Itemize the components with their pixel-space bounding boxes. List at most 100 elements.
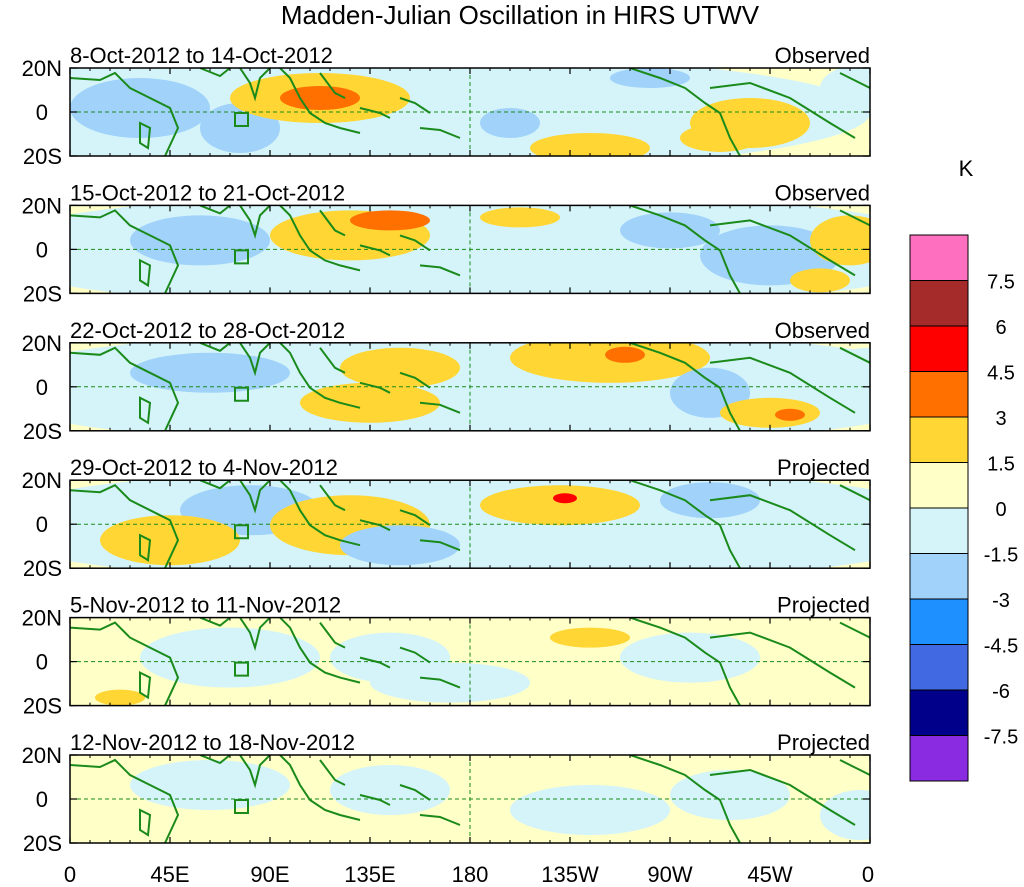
y-tick-label: 20N bbox=[22, 743, 62, 768]
panel-period-label: 22-Oct-2012 to 28-Oct-2012 bbox=[70, 318, 345, 343]
coastline bbox=[199, 342, 271, 377]
anomaly-region bbox=[480, 207, 560, 228]
anomaly-region bbox=[680, 124, 760, 152]
y-tick-label: 20N bbox=[22, 193, 62, 218]
colorbar-label: 3 bbox=[995, 408, 1006, 430]
panel-period-label: 15-Oct-2012 to 21-Oct-2012 bbox=[70, 180, 345, 205]
anomaly-region bbox=[775, 408, 805, 421]
coastline bbox=[629, 68, 870, 156]
y-tick-label: 0 bbox=[36, 787, 48, 812]
coastline bbox=[139, 808, 152, 837]
colorbar-label: 4.5 bbox=[987, 363, 1015, 385]
anomaly-region bbox=[70, 342, 870, 431]
map-panel: 5-Nov-2012 to 11-Nov-2012 Projected 20N 0 20… bbox=[22, 593, 871, 719]
x-tick-label: 135W bbox=[541, 862, 599, 887]
coastline bbox=[234, 524, 249, 540]
anomaly-region bbox=[720, 510, 820, 561]
anomaly-region bbox=[620, 632, 760, 683]
colorbar-swatch bbox=[909, 462, 969, 509]
anomaly-region bbox=[100, 515, 240, 566]
coastline bbox=[279, 755, 461, 826]
coastline bbox=[629, 755, 870, 843]
longitude-axis: 0 45E 90E 135E 180 135W 90W 45W 0 bbox=[64, 862, 874, 887]
y-tick-label: 0 bbox=[36, 375, 48, 400]
anomaly-region bbox=[510, 785, 670, 835]
coastline bbox=[139, 121, 152, 150]
colorbar-label: -3 bbox=[992, 590, 1010, 612]
anomaly-region bbox=[130, 760, 290, 810]
coastline bbox=[199, 755, 271, 789]
anomaly-region bbox=[553, 493, 577, 504]
colorbar-swatch bbox=[909, 371, 969, 418]
x-tick-label: 90E bbox=[250, 862, 289, 887]
x-tick-label: 0 bbox=[64, 862, 76, 887]
coastline bbox=[279, 68, 461, 139]
y-tick-label: 20N bbox=[22, 606, 62, 631]
colorbar-units: K bbox=[959, 156, 974, 181]
anomaly-region bbox=[810, 215, 870, 266]
coastline bbox=[70, 483, 180, 569]
anomaly-region bbox=[480, 108, 540, 138]
y-tick-label: 0 bbox=[36, 650, 48, 675]
coastline bbox=[70, 71, 180, 156]
colorbar-label: 1.5 bbox=[987, 454, 1015, 476]
colorbar-swatch bbox=[909, 234, 969, 281]
colorbar: K 7.5 6 4.5 3 1.5 0 -1.5 -3 -4.5 -6 -7.5 bbox=[909, 156, 1018, 782]
panel-status-label: Projected bbox=[777, 730, 870, 755]
coastline bbox=[70, 758, 180, 843]
coastline bbox=[279, 342, 461, 414]
colorbar-label: -4.5 bbox=[984, 636, 1018, 658]
coastline bbox=[629, 617, 870, 706]
colorbar-swatch bbox=[909, 644, 969, 691]
anomaly-region bbox=[95, 689, 145, 706]
y-tick-label: 20N bbox=[22, 468, 62, 493]
y-tick-label: 20S bbox=[23, 144, 62, 169]
coastline bbox=[70, 621, 180, 706]
colorbar-label: -1.5 bbox=[984, 545, 1018, 567]
anomaly-region bbox=[340, 347, 460, 388]
map-panel: 15-Oct-2012 to 21-Oct-2012 Observed 20N 0 20… bbox=[22, 180, 871, 306]
anomaly-region bbox=[820, 68, 870, 113]
y-tick-label: 0 bbox=[36, 100, 48, 125]
coastline bbox=[199, 480, 271, 514]
anomaly-region bbox=[670, 770, 790, 820]
panel-status-label: Projected bbox=[777, 455, 870, 480]
colorbar-label: -7.5 bbox=[984, 727, 1018, 749]
colorbar-label: -6 bbox=[992, 681, 1010, 703]
y-tick-label: 0 bbox=[36, 237, 48, 262]
colorbar-swatch bbox=[909, 735, 969, 782]
coastline bbox=[234, 386, 249, 402]
coastline bbox=[234, 799, 249, 814]
panel-period-label: 29-Oct-2012 to 4-Nov-2012 bbox=[70, 455, 338, 480]
coastline bbox=[139, 533, 152, 562]
coastline bbox=[234, 112, 249, 127]
anomaly-region bbox=[605, 346, 645, 363]
coastline bbox=[629, 480, 870, 569]
anomaly-region bbox=[820, 790, 870, 840]
anomaly-region bbox=[530, 133, 650, 156]
anomaly-region bbox=[330, 765, 450, 815]
coastline bbox=[234, 249, 249, 265]
anomaly-region bbox=[340, 525, 460, 566]
map-panel: 29-Oct-2012 to 4-Nov-2012 Projected 20N 0 20… bbox=[22, 455, 871, 581]
coastline bbox=[629, 342, 870, 431]
y-tick-label: 20N bbox=[22, 331, 62, 356]
map-panel: 8-Oct-2012 to 14-Oct-2012 Observed 20N 0 20S bbox=[22, 43, 871, 169]
colorbar-swatch bbox=[909, 598, 969, 645]
anomaly-region bbox=[300, 382, 440, 423]
anomaly-region bbox=[480, 485, 640, 526]
coastline bbox=[279, 617, 461, 689]
y-tick-label: 20S bbox=[23, 419, 62, 444]
coastline bbox=[70, 346, 180, 431]
anomaly-region bbox=[140, 627, 320, 688]
x-tick-label: 90W bbox=[647, 862, 692, 887]
y-tick-label: 20S bbox=[23, 694, 62, 719]
coastline bbox=[629, 205, 870, 294]
panel-status-label: Projected bbox=[777, 593, 870, 618]
colorbar-swatch bbox=[909, 507, 969, 554]
x-tick-label: 180 bbox=[452, 862, 489, 887]
anomaly-region bbox=[280, 86, 360, 110]
coastline bbox=[199, 617, 271, 652]
map-panel: 12-Nov-2012 to 18-Nov-2012 Projected 20N 0 2… bbox=[22, 730, 871, 856]
